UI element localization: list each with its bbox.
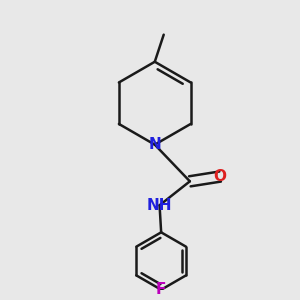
Text: O: O xyxy=(214,169,226,184)
Text: N: N xyxy=(148,137,161,152)
Text: NH: NH xyxy=(147,198,172,213)
Text: F: F xyxy=(156,282,166,297)
